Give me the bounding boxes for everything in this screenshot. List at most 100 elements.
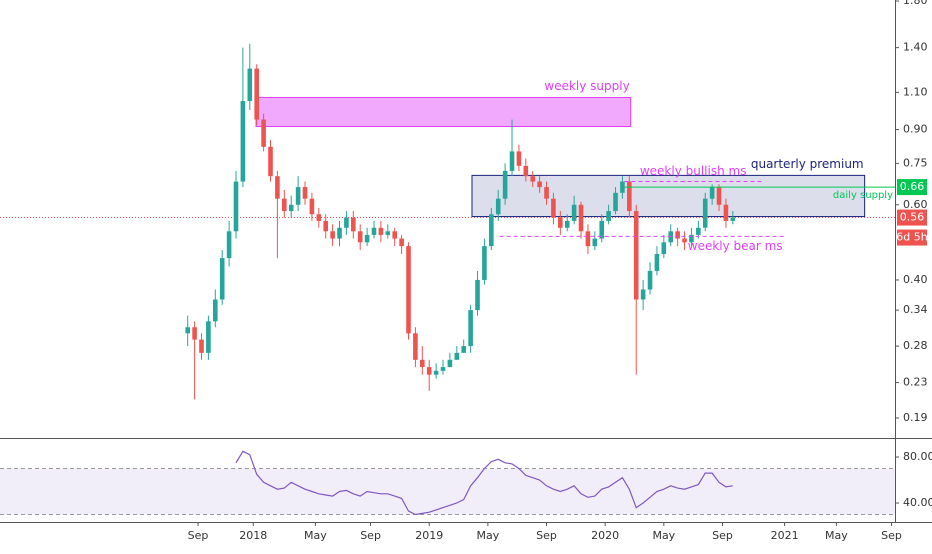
candle-body: [468, 310, 473, 347]
candle-body: [240, 100, 246, 182]
candle-body: [302, 187, 308, 199]
rsi-band: [0, 468, 895, 515]
candle-body: [357, 231, 363, 243]
x-tick-label: May: [825, 529, 848, 542]
candle-body: [185, 327, 190, 334]
x-tick-label: 2018: [239, 529, 267, 542]
candle-body: [330, 231, 335, 239]
candle-body: [633, 211, 639, 300]
x-tick-label: 2020: [591, 529, 619, 542]
candle-body: [219, 258, 225, 300]
candle-body: [537, 181, 542, 188]
candle-body: [730, 217, 736, 221]
candle-body: [716, 187, 722, 205]
countdown-label-box: [897, 229, 927, 246]
candle-body: [233, 181, 239, 232]
candle-body: [530, 176, 536, 182]
candle-body: [682, 238, 687, 243]
y-tick-label: 0.90: [903, 123, 928, 136]
x-tick-label: Sep: [536, 529, 557, 542]
y-tick-label: 0.75: [903, 156, 928, 169]
candle-body: [613, 192, 618, 212]
y-tick-label: 0.19: [903, 411, 928, 424]
zone-label: quarterly premium: [751, 157, 864, 171]
y-tick-label: 0.28: [903, 339, 928, 352]
candle-body: [495, 198, 501, 215]
rsi-tick-label: 80.00: [903, 450, 932, 463]
candle-body: [316, 214, 322, 221]
candle-body: [385, 231, 391, 235]
y-tick-label: 1.40: [903, 41, 928, 54]
candle-body: [696, 227, 701, 235]
x-tick-label: Sep: [360, 529, 381, 542]
candle-body: [282, 198, 287, 212]
candle-body: [371, 227, 377, 235]
zones: weekly supply quarterly premium: [255, 79, 866, 218]
level-price-label: 0.66: [900, 180, 925, 193]
candle-body: [578, 204, 584, 232]
candle-body: [247, 68, 253, 101]
levels: daily supply weekly bullish ms weekly bear…: [499, 164, 895, 253]
y-tick-label: 0.34: [903, 303, 928, 316]
candle-body: [661, 242, 667, 255]
candle-body: [212, 299, 218, 322]
candle-body: [461, 346, 467, 353]
candle-body: [544, 187, 549, 199]
candle-body: [440, 367, 446, 371]
y-tick-label: 0.40: [903, 273, 928, 286]
x-tick-label: May: [304, 529, 327, 542]
candle-body: [654, 254, 660, 271]
candle-body: [702, 198, 708, 228]
candles: [185, 43, 736, 400]
candle-body: [627, 181, 632, 212]
candle-body: [337, 227, 342, 239]
candle-body: [206, 321, 211, 353]
x-tick-label: Sep: [881, 529, 902, 542]
candle-body: [489, 214, 494, 247]
candle-body: [599, 220, 605, 239]
candle-body: [192, 327, 197, 340]
candle-body: [475, 279, 480, 311]
candle-body: [406, 246, 411, 334]
x-tick-label: 2021: [771, 529, 799, 542]
level-price-label-box: [897, 179, 927, 196]
candle-body: [640, 289, 646, 300]
candle-body: [309, 198, 315, 215]
candle-body: [433, 370, 439, 375]
candle-body: [261, 119, 266, 147]
candle-body: [709, 187, 715, 199]
candle-body: [723, 204, 729, 221]
candle-body: [647, 270, 653, 290]
zone-label: weekly supply: [544, 79, 629, 93]
candle-body: [523, 165, 529, 177]
candle-body: [226, 231, 232, 259]
candle-body: [447, 359, 453, 368]
candle-body: [482, 246, 487, 280]
candle-body: [426, 367, 432, 375]
candle-body: [275, 176, 280, 199]
candle-body: [364, 234, 370, 243]
candle-body: [585, 231, 591, 247]
candle-body: [378, 227, 384, 235]
candle-body: [420, 359, 425, 368]
rsi-pane: [0, 450, 895, 516]
candle-body: [268, 146, 273, 177]
candle-body: [454, 352, 460, 360]
x-tick-label: Sep: [712, 529, 733, 542]
x-tick-label: May: [476, 529, 499, 542]
rsi-tick-label: 40.00: [903, 496, 932, 509]
level-label: daily supply: [833, 190, 893, 201]
candle-body: [571, 204, 577, 221]
x-tick-label: May: [652, 529, 675, 542]
rsi-line: [235, 450, 733, 516]
candle-body: [199, 339, 204, 353]
candle-body: [675, 231, 680, 239]
level-label: weekly bear ms: [688, 239, 783, 253]
countdown-label: 6d 5h: [896, 231, 927, 244]
last-price-label: 0.56: [900, 211, 925, 224]
candle-body: [606, 211, 611, 221]
candle-body: [502, 170, 508, 199]
candle-body: [254, 68, 260, 120]
